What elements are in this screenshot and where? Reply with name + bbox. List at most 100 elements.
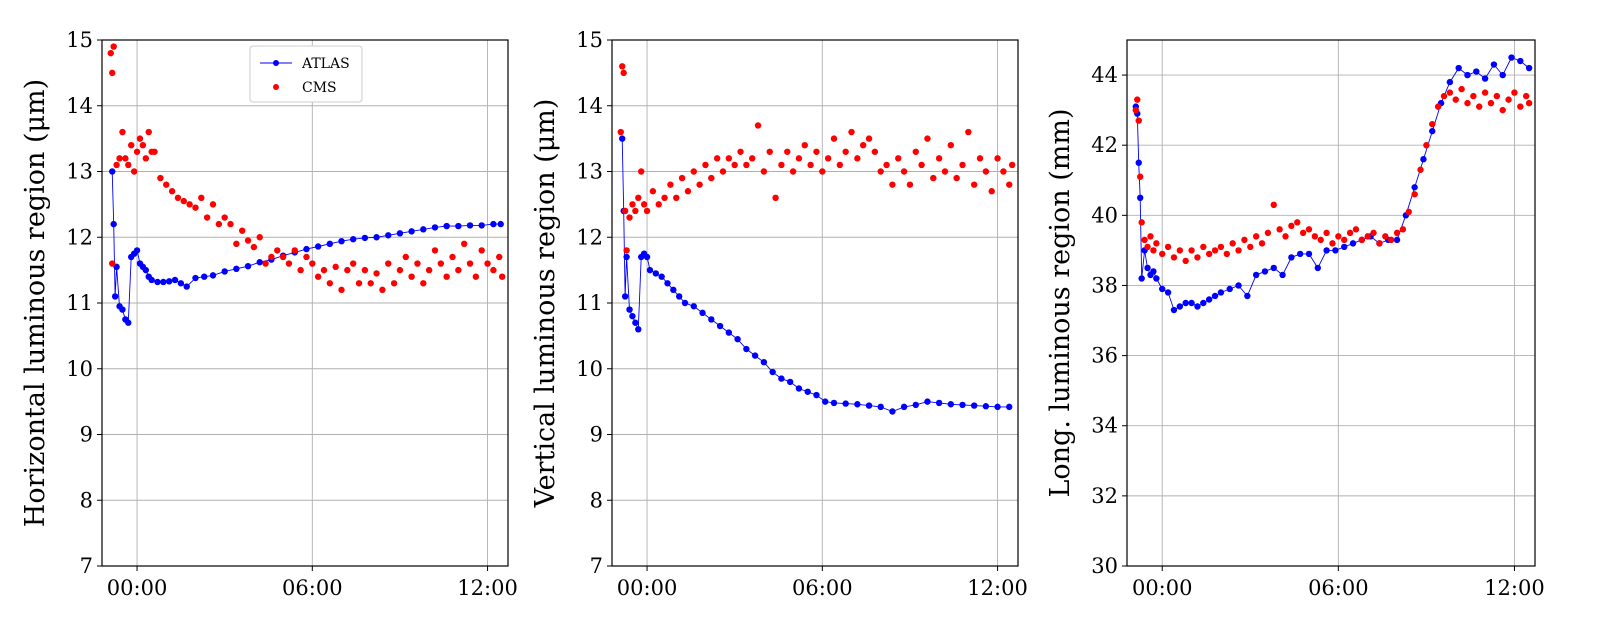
legend-label: CMS: [302, 80, 337, 96]
data-point: [1481, 89, 1489, 96]
data-point: [1446, 78, 1454, 86]
data-point: [1455, 64, 1462, 72]
data-point: [719, 168, 727, 175]
data-point: [431, 224, 439, 231]
panel-1: 7 8 9 10 11 12 13 14 15 00:00 06:00 12:00 Horizontal…: [20, 28, 518, 600]
data-point: [497, 220, 504, 228]
data-point: [778, 375, 785, 382]
data-point: [1194, 303, 1201, 310]
data-point: [385, 260, 392, 267]
data-point: [478, 222, 485, 229]
legend-marker: [273, 84, 279, 90]
y-tick-label: 15: [576, 28, 603, 52]
data-point: [635, 194, 642, 201]
data-point: [431, 247, 439, 254]
data-point: [1182, 257, 1189, 265]
data-point: [1270, 201, 1277, 209]
x-tick-label: 06:00: [282, 576, 343, 600]
data-point: [133, 247, 141, 254]
data-point: [390, 280, 398, 287]
data-point: [1261, 268, 1269, 275]
y-tick-label: 12: [66, 225, 93, 249]
data-point: [460, 240, 468, 248]
data-point: [1429, 120, 1436, 128]
data-point: [174, 194, 182, 201]
data-point: [807, 161, 814, 169]
data-point: [1159, 250, 1166, 258]
data-point: [982, 168, 990, 175]
data-point: [900, 403, 908, 411]
data-point: [215, 220, 223, 228]
data-point: [1429, 127, 1436, 135]
data-point: [136, 135, 144, 142]
data-point: [111, 293, 119, 300]
data-point: [498, 273, 506, 280]
data-point: [355, 280, 363, 287]
data-point: [749, 155, 756, 162]
data-point: [1276, 226, 1283, 233]
data-point: [1522, 92, 1530, 100]
data-point: [1150, 268, 1157, 275]
data-point: [702, 161, 709, 169]
data-point: [154, 278, 161, 286]
panel-2: 7 8 9 10 11 12 13 14 15 00:00 06:00 12:00 Vertical l…: [530, 28, 1028, 600]
data-point: [658, 273, 665, 280]
data-point: [1393, 229, 1401, 237]
data-point: [1288, 222, 1295, 230]
data-point: [725, 155, 733, 162]
data-point: [619, 63, 626, 70]
data-point: [1270, 264, 1277, 272]
data-point: [420, 280, 427, 287]
data-point: [1505, 96, 1512, 103]
data-point: [183, 283, 190, 290]
data-point: [133, 148, 141, 155]
data-point: [678, 174, 686, 182]
data-point: [1235, 247, 1242, 254]
data-point: [1311, 233, 1319, 240]
data-point: [233, 240, 240, 248]
data-point: [734, 335, 741, 343]
data-point: [1411, 184, 1418, 191]
data-point: [1008, 161, 1016, 169]
data-point: [1176, 303, 1184, 310]
data-point: [285, 260, 293, 267]
data-point: [713, 155, 721, 162]
series-atlas: [619, 135, 1013, 415]
data-point: [449, 253, 456, 261]
data-point: [320, 266, 328, 274]
data-point: [490, 266, 497, 274]
data-point: [842, 400, 849, 407]
data-point: [1194, 254, 1201, 261]
y-tick-label: 9: [80, 423, 93, 447]
data-point: [912, 401, 919, 409]
data-point: [994, 155, 1001, 162]
y-axis-label: Vertical luminous region (μm): [530, 99, 561, 509]
data-point: [151, 148, 158, 155]
data-point: [1200, 243, 1207, 251]
data-point: [478, 247, 485, 254]
data-point: [629, 201, 636, 208]
data-point: [877, 403, 884, 411]
data-point: [859, 142, 867, 149]
data-point: [303, 245, 310, 253]
data-point: [643, 253, 651, 261]
x-tick-label: 12:00: [1484, 576, 1545, 600]
data-point: [1144, 243, 1151, 251]
y-tick-label: 10: [576, 357, 603, 381]
data-point: [1487, 99, 1495, 107]
data-point: [1525, 64, 1533, 72]
data-point: [924, 135, 931, 142]
data-point: [819, 168, 826, 175]
y-tick-label: 15: [66, 28, 93, 52]
data-point: [192, 274, 199, 282]
data-point: [1352, 226, 1360, 233]
data-point: [1464, 99, 1471, 107]
data-point: [109, 168, 116, 175]
data-point: [1252, 271, 1260, 279]
data-point: [437, 260, 445, 267]
data-point: [1299, 229, 1307, 237]
data-point: [699, 309, 706, 317]
data-point: [177, 280, 185, 287]
data-point: [113, 263, 120, 271]
series-atlas: [109, 168, 504, 326]
